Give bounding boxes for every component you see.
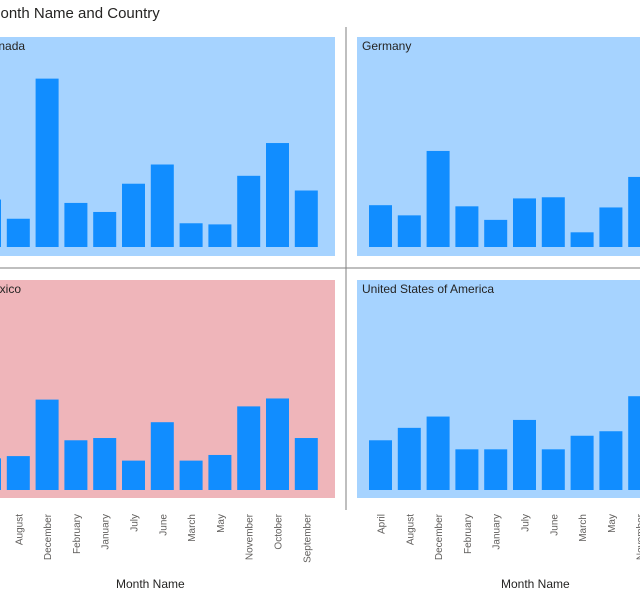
bar-germany-june <box>541 197 565 247</box>
tick-label-november: November <box>636 513 640 560</box>
bar-canada-january <box>93 211 117 247</box>
tick-label-august: August <box>14 514 25 545</box>
panel-title: Germany <box>362 39 411 53</box>
x-axis-label-right: Month Name <box>501 577 570 591</box>
bar-germany-january <box>484 219 508 247</box>
bar-canada-june <box>150 164 174 247</box>
tick-label-march: March <box>187 514 198 542</box>
tick-label-december: December <box>434 513 445 560</box>
tick-label-may: May <box>607 514 618 533</box>
panel-mexico: MexicoAprilAugustDecemberFebruaryJanuary… <box>0 280 335 563</box>
panel-united-states-of-america: United States of America April August Decem… <box>357 280 640 560</box>
tick-label-april: April <box>377 514 388 534</box>
bar-united-states-of-america-february <box>455 449 479 490</box>
bar-united-states-of-america-november <box>628 396 640 490</box>
bar-germany-august <box>397 215 421 247</box>
tick-label-august: August <box>405 514 416 545</box>
bar-mexico-february <box>64 440 88 490</box>
bar-mexico-january <box>93 438 117 490</box>
tick-label-january: January <box>101 514 112 550</box>
bar-canada-july <box>122 183 145 247</box>
bar-mexico-november <box>237 406 261 490</box>
tick-label-july: July <box>521 514 532 532</box>
bar-united-states-of-america-may <box>599 431 623 490</box>
tick-label-december: December <box>43 513 54 560</box>
bar-united-states-of-america-june <box>541 449 565 490</box>
bar-mexico-august <box>6 456 30 490</box>
tick-label-november: November <box>245 513 256 560</box>
bar-canada-august <box>6 218 30 247</box>
bar-germany-may <box>599 207 623 247</box>
panel-title: United States of America <box>362 282 494 296</box>
bar-germany-february <box>455 206 479 247</box>
bar-mexico-june <box>150 422 174 490</box>
bar-canada-april <box>0 199 1 247</box>
bar-united-states-of-america-july <box>513 419 536 490</box>
bar-united-states-of-america-january <box>484 449 508 490</box>
tick-label-march: March <box>578 514 589 542</box>
tick-label-october: October <box>274 513 285 549</box>
chart-title: Month Name and Country <box>0 5 160 22</box>
bar-canada-december <box>35 78 59 247</box>
bar-canada-may <box>208 224 232 247</box>
panel-title: Canada <box>0 39 25 53</box>
bar-canada-february <box>64 202 88 247</box>
tick-label-february: February <box>463 514 474 554</box>
bar-mexico-march <box>179 460 203 490</box>
bar-mexico-september <box>294 438 318 490</box>
tick-label-june: June <box>158 514 169 536</box>
bar-germany-march <box>570 232 594 247</box>
tick-label-july: July <box>130 514 141 532</box>
tick-label-january: January <box>492 514 503 550</box>
bar-canada-november <box>237 175 261 247</box>
bar-mexico-october <box>266 398 289 490</box>
bar-united-states-of-america-april <box>369 440 392 490</box>
tick-label-february: February <box>72 514 83 554</box>
bar-mexico-july <box>122 460 145 490</box>
panel-germany: Germany <box>357 37 640 256</box>
tick-label-may: May <box>216 514 227 533</box>
bar-germany-december <box>426 150 450 247</box>
bar-mexico-april <box>0 458 1 490</box>
panel-canada: Canada <box>0 37 335 256</box>
bar-mexico-may <box>208 454 232 490</box>
tick-label-september: September <box>302 513 313 563</box>
bar-germany-november <box>628 176 640 247</box>
bar-united-states-of-america-december <box>426 416 450 490</box>
bar-united-states-of-america-august <box>397 427 421 490</box>
x-axis-label-left: Month Name <box>116 577 185 591</box>
bar-canada-september <box>294 190 318 247</box>
bar-canada-march <box>179 223 203 247</box>
bar-germany-july <box>513 198 536 247</box>
bar-united-states-of-america-march <box>570 435 594 490</box>
bar-germany-april <box>369 205 392 247</box>
bar-canada-october <box>266 143 289 247</box>
tick-label-june: June <box>549 514 560 536</box>
bar-mexico-december <box>35 399 59 490</box>
panel-title: Mexico <box>0 282 21 296</box>
